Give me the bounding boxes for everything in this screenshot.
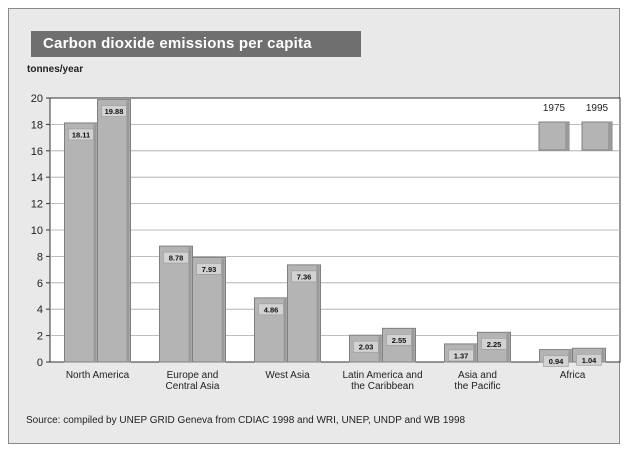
data-label-box [448, 349, 474, 362]
data-label: 0.94 [549, 357, 564, 366]
legend-swatch-shade [608, 123, 611, 149]
x-category-label: Latin America and [342, 370, 422, 381]
x-category-label: Africa [560, 370, 586, 381]
data-label-box [386, 334, 412, 346]
y-tick-label: 12 [31, 199, 43, 211]
y-tick-label: 2 [37, 331, 43, 343]
bar-shade [126, 100, 130, 363]
y-tick-label: 14 [31, 172, 43, 184]
data-label: 19.88 [105, 107, 124, 116]
data-label: 1.04 [582, 356, 597, 365]
bar-shade [473, 344, 477, 362]
bar-shade [601, 349, 605, 362]
y-tick-label: 8 [37, 251, 43, 263]
data-label-box [68, 128, 94, 141]
y-tick-label: 20 [31, 93, 43, 105]
x-category-label: West Asia [265, 370, 310, 381]
y-tick-label: 10 [31, 225, 43, 237]
data-label-box [163, 251, 189, 264]
legend-label: 1975 [543, 103, 566, 114]
y-tick-label: 6 [37, 278, 43, 290]
bar-shade [221, 258, 225, 362]
x-category-label: North America [66, 370, 130, 381]
x-category-label: the Pacific [454, 381, 500, 392]
data-label-box [353, 340, 379, 353]
y-tick-label: 4 [37, 304, 43, 316]
x-category-label: Europe and [167, 370, 219, 381]
data-label: 7.36 [297, 272, 312, 281]
data-label: 2.55 [392, 336, 407, 345]
bar-1995 [192, 256, 226, 363]
y-tick-label: 18 [31, 119, 43, 131]
legend-label: 1995 [586, 103, 609, 114]
data-label: 2.03 [359, 343, 374, 352]
data-label: 1.37 [454, 351, 469, 360]
bar-shade [316, 265, 320, 362]
bar-1995 [97, 99, 131, 363]
bar-shade [93, 123, 97, 362]
x-category-label: Central Asia [166, 381, 220, 392]
legend-swatch [581, 121, 613, 151]
data-label-box [196, 263, 222, 275]
bar-shade [378, 336, 382, 362]
x-category-label: Asia and [458, 370, 497, 381]
data-label-box [481, 337, 507, 350]
bar-shade [188, 247, 192, 362]
bar-1975 [159, 245, 193, 363]
data-label-box [291, 270, 317, 283]
bar-shade [506, 333, 510, 362]
chart-title: Carbon dioxide emissions per capita [31, 31, 361, 57]
legend-swatch [538, 121, 570, 151]
data-label: 7.93 [202, 265, 217, 274]
data-label: 8.78 [169, 254, 184, 263]
legend-swatch-shade [565, 123, 568, 149]
y-tick-label: 0 [37, 357, 43, 369]
source-note: Source: compiled by UNEP GRID Geneva fro… [26, 415, 466, 426]
bar-shade [568, 350, 572, 362]
bar-1975 [64, 122, 98, 363]
bar-shade [411, 329, 415, 362]
y-tick-label: 16 [31, 146, 43, 158]
data-label: 4.86 [264, 305, 279, 314]
data-label-box [258, 303, 284, 316]
y-axis-unit-label: tonnes/year [27, 64, 84, 75]
data-label: 18.11 [72, 130, 90, 139]
data-label-box [101, 105, 127, 117]
data-label-box [576, 353, 602, 366]
data-label-box [543, 355, 569, 367]
bar-shade [283, 298, 287, 362]
x-category-label: the Caribbean [351, 381, 414, 392]
data-label: 2.25 [487, 340, 502, 349]
